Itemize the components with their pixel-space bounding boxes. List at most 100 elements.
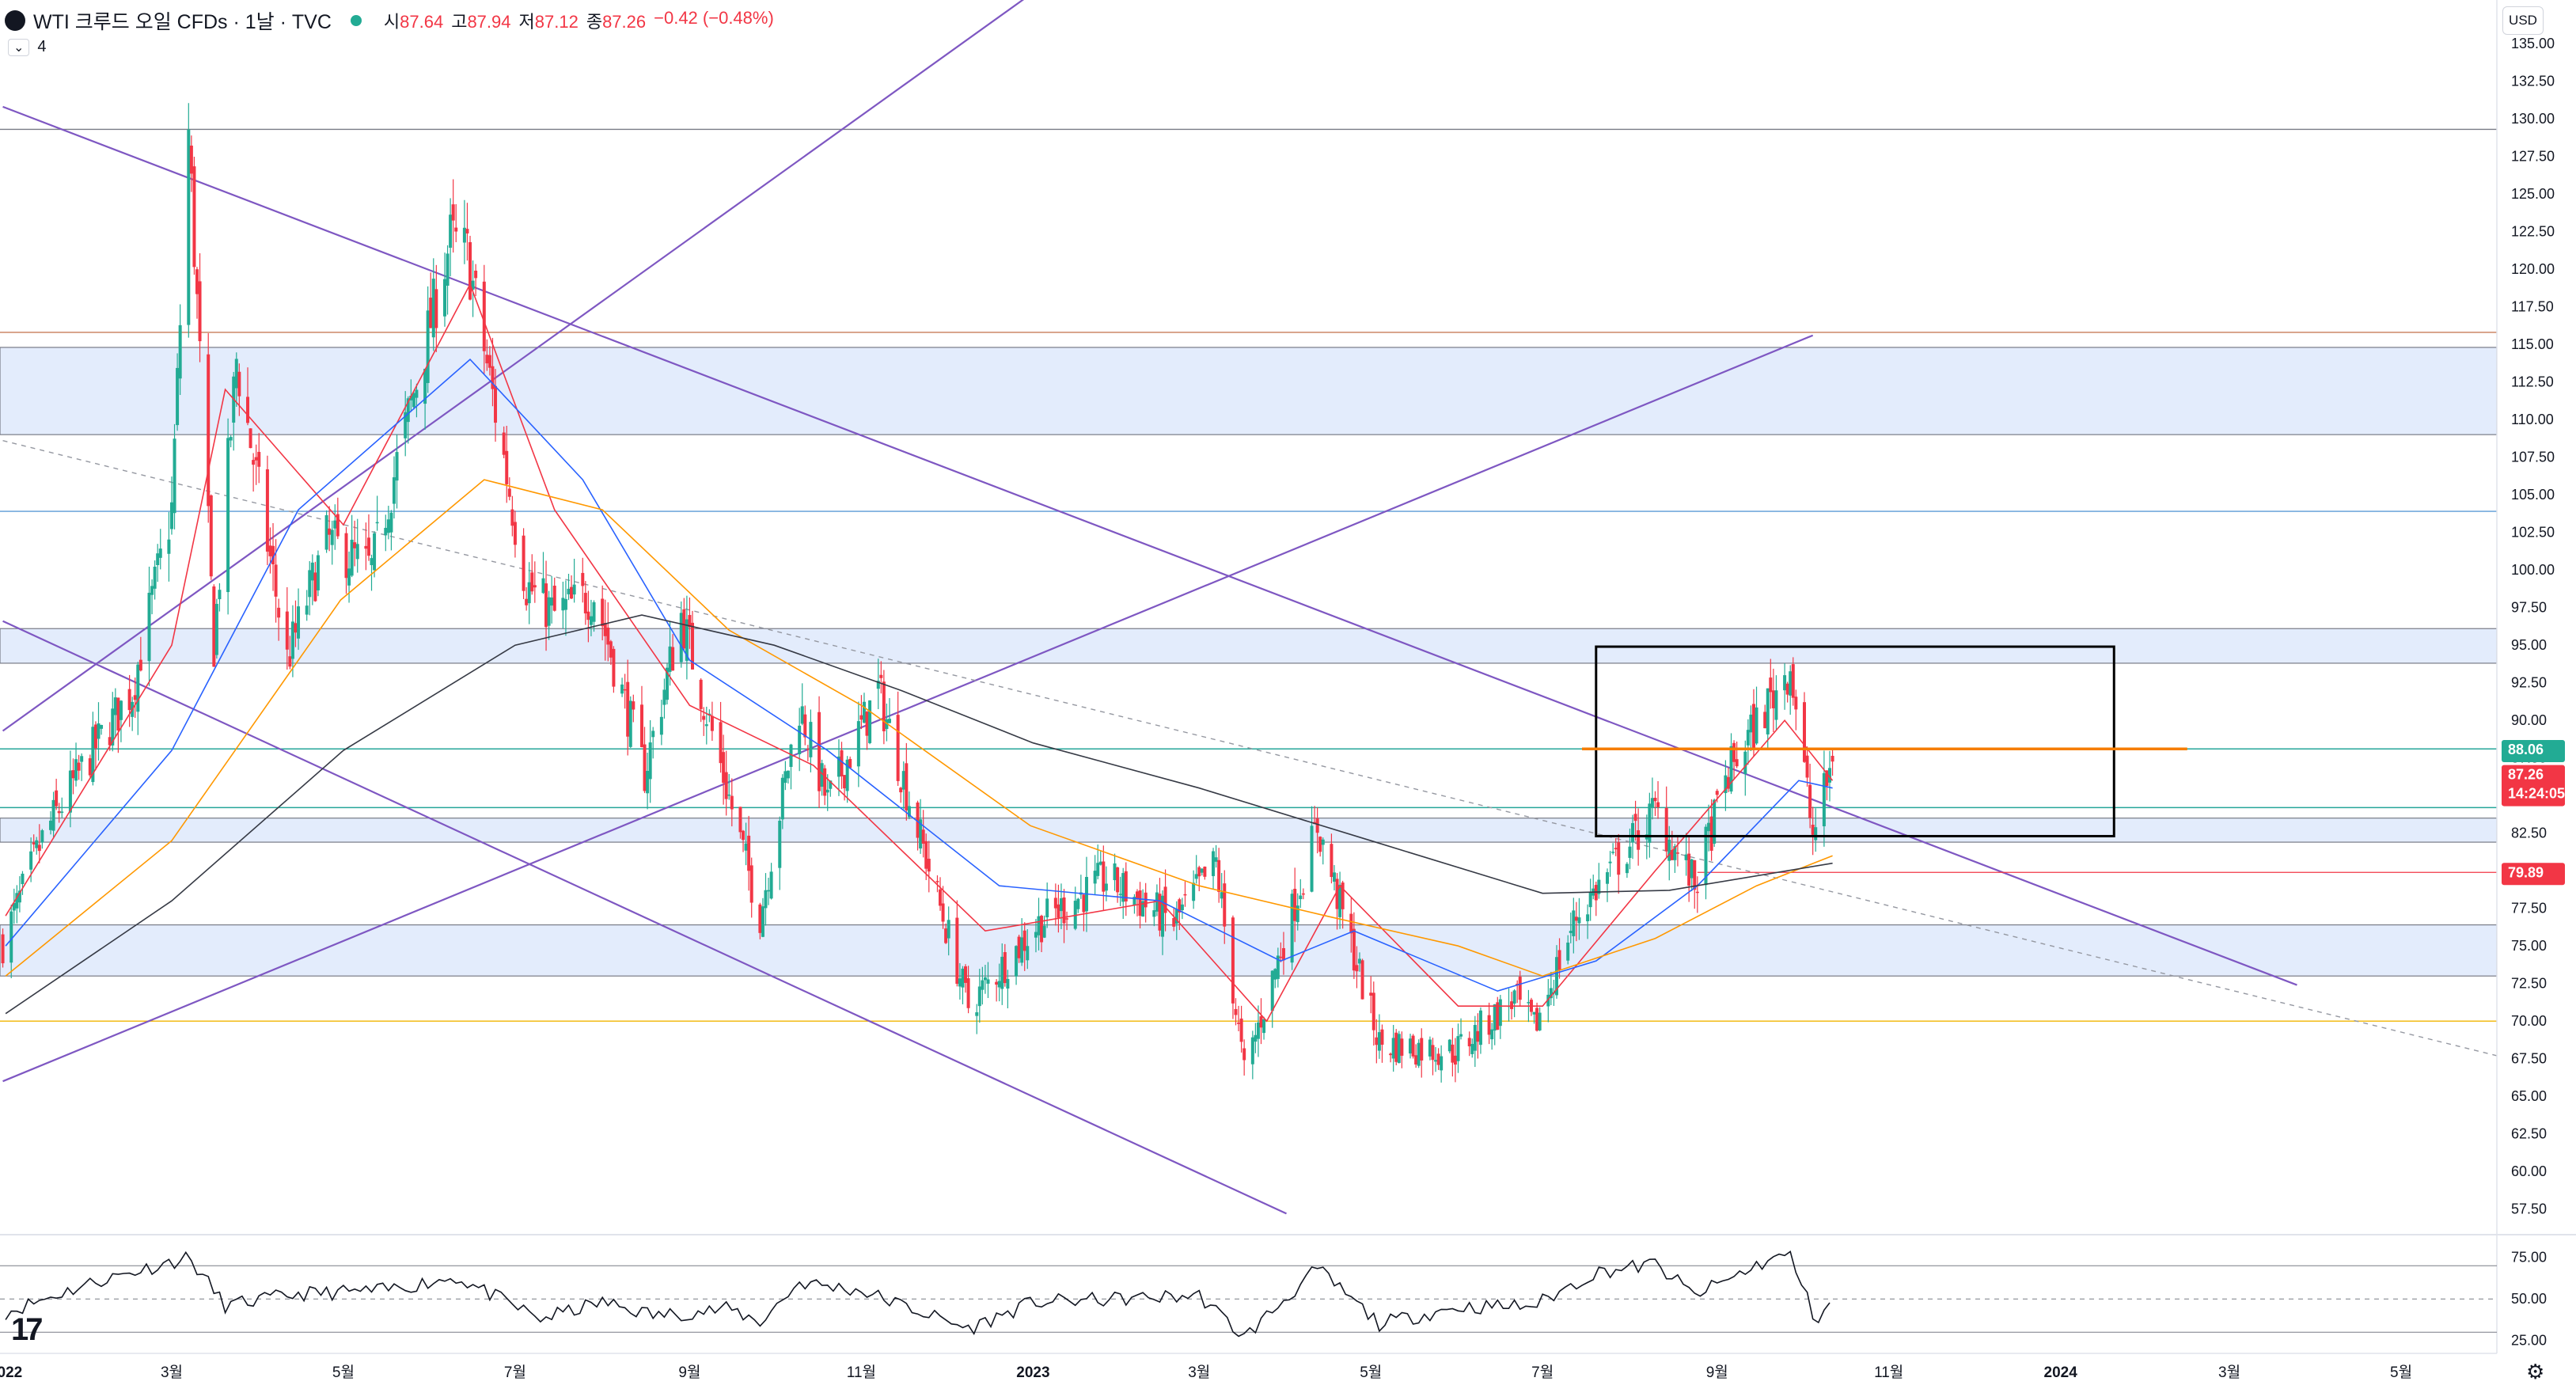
candle bbox=[1420, 1038, 1424, 1061]
candle bbox=[803, 714, 807, 738]
candle bbox=[1493, 1004, 1497, 1031]
candle bbox=[1158, 894, 1162, 931]
candle bbox=[426, 310, 430, 383]
candle bbox=[1597, 879, 1601, 894]
candle bbox=[1155, 892, 1159, 912]
live-status-icon bbox=[350, 15, 362, 26]
candle bbox=[786, 770, 790, 779]
candle bbox=[1709, 816, 1713, 851]
candle bbox=[533, 585, 537, 588]
candle bbox=[100, 725, 104, 729]
y-tick-label: 95.00 bbox=[2511, 637, 2547, 653]
candle bbox=[547, 597, 551, 626]
candle bbox=[1020, 937, 1024, 963]
candle bbox=[609, 641, 613, 658]
candle bbox=[1234, 1008, 1238, 1015]
candle bbox=[350, 539, 354, 576]
candle bbox=[1259, 1016, 1263, 1028]
candle bbox=[1667, 839, 1671, 861]
candle bbox=[896, 715, 900, 781]
candle bbox=[1214, 857, 1218, 862]
candle bbox=[995, 981, 999, 985]
candle bbox=[285, 611, 289, 650]
tradingview-logo-icon[interactable]: 17 bbox=[11, 1312, 43, 1347]
y-tick-label: 102.50 bbox=[2511, 525, 2555, 541]
candle bbox=[1231, 917, 1235, 1004]
support-resistance-zone bbox=[0, 347, 2498, 435]
candle bbox=[485, 355, 489, 364]
candle bbox=[1794, 696, 1798, 710]
candle bbox=[169, 502, 173, 529]
candle bbox=[294, 623, 298, 633]
candle bbox=[150, 586, 154, 595]
candle bbox=[1310, 825, 1314, 892]
support-resistance-zone bbox=[0, 628, 2498, 664]
candle bbox=[589, 616, 593, 625]
candle bbox=[778, 820, 782, 868]
candle bbox=[442, 279, 446, 317]
candle bbox=[806, 748, 810, 750]
candle bbox=[749, 865, 753, 903]
candle bbox=[1729, 746, 1733, 792]
chevron-down-icon[interactable]: ⌄ bbox=[8, 38, 30, 56]
candle bbox=[1510, 1001, 1514, 1009]
candle bbox=[572, 584, 576, 595]
candle bbox=[1825, 770, 1829, 786]
candle bbox=[1670, 849, 1674, 860]
candle bbox=[722, 752, 726, 784]
candle bbox=[15, 893, 19, 909]
y-tick-label: 60.00 bbox=[2511, 1163, 2547, 1179]
candle bbox=[254, 457, 258, 461]
candle bbox=[324, 514, 328, 550]
candle bbox=[682, 609, 686, 649]
candle bbox=[189, 145, 193, 174]
symbol-icon[interactable] bbox=[5, 10, 25, 31]
candle bbox=[513, 522, 517, 545]
symbol-title[interactable]: WTI 크루드 오일 CFDs · 1날 · TVC bbox=[33, 11, 332, 33]
candle bbox=[840, 750, 844, 776]
candle bbox=[1026, 946, 1030, 961]
candle bbox=[431, 279, 435, 338]
candle bbox=[176, 367, 180, 426]
dashed-trend-line bbox=[2, 440, 2498, 1057]
candle bbox=[268, 545, 272, 556]
candle bbox=[730, 795, 734, 810]
resistance-price-label: 88.06 bbox=[2508, 742, 2544, 757]
candle bbox=[1200, 868, 1204, 873]
candle bbox=[415, 389, 419, 398]
candle bbox=[626, 681, 630, 737]
candle bbox=[1684, 854, 1688, 860]
candle bbox=[927, 858, 931, 872]
y-tick-label: 57.50 bbox=[2511, 1201, 2547, 1217]
candle bbox=[702, 715, 706, 720]
candle bbox=[1332, 872, 1336, 882]
currency-button[interactable]: USD bbox=[2502, 6, 2544, 35]
candle bbox=[651, 731, 655, 738]
candle bbox=[1281, 947, 1285, 961]
candle bbox=[136, 664, 140, 712]
candle bbox=[1040, 916, 1044, 943]
level-79-price-label-bg bbox=[2502, 863, 2565, 886]
last-price-label: 87.26 bbox=[2508, 767, 2544, 783]
candle bbox=[93, 724, 97, 749]
candle bbox=[297, 606, 301, 639]
candle bbox=[1527, 1002, 1531, 1004]
indicator-toggle[interactable]: ⌄ 4 bbox=[8, 38, 47, 56]
candle bbox=[1022, 930, 1026, 951]
candle bbox=[1141, 901, 1145, 917]
candle bbox=[288, 656, 292, 667]
candle bbox=[845, 759, 849, 791]
candle bbox=[1693, 860, 1697, 890]
candle bbox=[1588, 892, 1592, 908]
candle bbox=[1330, 844, 1334, 878]
candle bbox=[127, 689, 131, 711]
gear-icon[interactable]: ⚙ bbox=[2526, 1360, 2545, 1383]
y-tick-label: 70.00 bbox=[2511, 1013, 2547, 1029]
candle bbox=[899, 787, 903, 793]
candle bbox=[859, 715, 863, 720]
y-tick-label: 130.00 bbox=[2511, 111, 2555, 127]
candle bbox=[643, 744, 647, 791]
candle bbox=[947, 920, 950, 939]
candle bbox=[1397, 1034, 1401, 1064]
